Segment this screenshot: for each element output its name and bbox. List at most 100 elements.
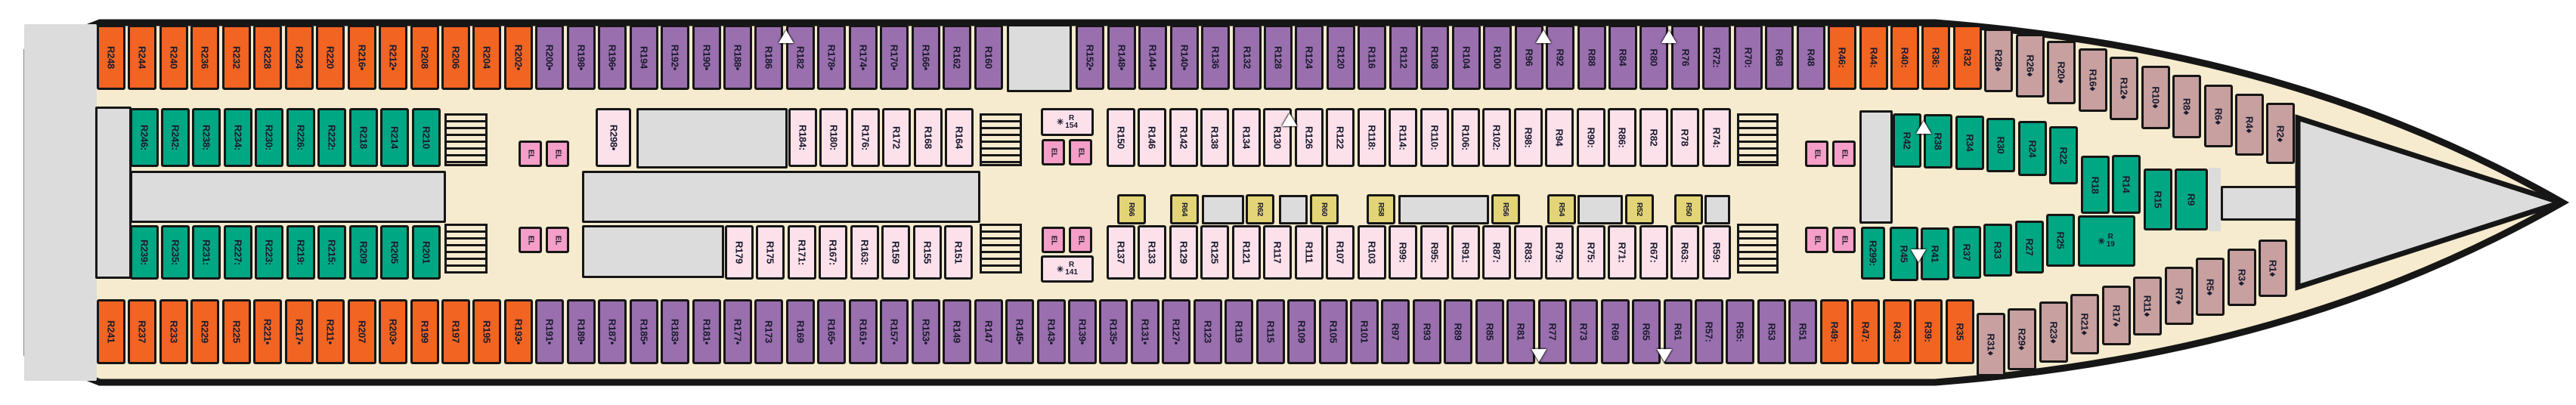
cabin-R18[interactable]: R18 — [2080, 156, 2110, 214]
cabin-R141[interactable]: ✳ R 141 — [1041, 255, 1094, 283]
cabin-R55[interactable]: R55: — [1726, 299, 1755, 364]
cabin-R101[interactable]: R101 — [1350, 299, 1379, 364]
cabin-R189[interactable]: R189• — [566, 299, 596, 364]
cabin-R178[interactable]: R178• — [817, 25, 847, 90]
cabin-R49[interactable]: R49: — [1819, 299, 1849, 364]
cabin-R144[interactable]: R144• — [1138, 25, 1168, 90]
cabin-R114[interactable]: R114: — [1389, 108, 1418, 167]
cabin-R73[interactable]: R73 — [1569, 299, 1599, 364]
cabin-R121[interactable]: R121 — [1231, 225, 1261, 280]
cabin-R135[interactable]: R135• — [1099, 299, 1129, 364]
cabin-R115[interactable]: R115 — [1255, 299, 1285, 364]
cabin-R166[interactable]: R166• — [911, 25, 940, 90]
cabin-R25[interactable]: R25 — [2046, 214, 2076, 267]
cabin-R229[interactable]: R229 — [190, 299, 220, 364]
elevator[interactable]: EL — [1805, 227, 1828, 253]
cabin-R179[interactable]: R179 — [725, 225, 754, 280]
cabin-R51[interactable]: R51 — [1788, 299, 1818, 364]
stairs[interactable] — [1737, 113, 1779, 166]
cabin-R172[interactable]: R172 — [882, 108, 912, 167]
cabin-R80[interactable]: R80 — [1639, 25, 1669, 90]
cabin-R169[interactable]: R169 — [785, 299, 815, 364]
cabin-R9[interactable]: R9 — [2175, 168, 2209, 230]
cabin-R226[interactable]: R226: — [286, 108, 315, 167]
cabin-R152[interactable]: R152• — [1076, 25, 1105, 90]
cabin-R139[interactable]: R139• — [1067, 299, 1097, 364]
cabin-R107[interactable]: R107 — [1326, 225, 1355, 280]
cabin-R56[interactable]: R56 — [1491, 194, 1520, 224]
cabin-R21[interactable]: R21♦ — [2070, 294, 2100, 354]
cabin-R219[interactable]: R219: — [286, 225, 315, 280]
cabin-R209[interactable]: R209 — [348, 225, 378, 280]
cabin-R64[interactable]: R64 — [1170, 194, 1199, 224]
cabin-R183[interactable]: R183• — [661, 299, 690, 364]
cabin-R161[interactable]: R161• — [848, 299, 878, 364]
cabin-R2[interactable]: R2♦ — [2266, 103, 2296, 164]
elevator[interactable]: EL — [1805, 141, 1828, 167]
elevator[interactable]: EL — [1069, 227, 1092, 253]
cabin-R205[interactable]: R205 — [380, 225, 410, 280]
cabin-R195[interactable]: R195 — [472, 299, 502, 364]
stairs[interactable] — [444, 224, 488, 274]
cabin-R36[interactable]: R36: — [1921, 25, 1951, 90]
cabin-R180[interactable]: R180: — [819, 108, 849, 167]
cabin-R14[interactable]: R14 — [2112, 155, 2141, 214]
cabin-R176[interactable]: R176: — [850, 108, 880, 167]
cabin-R84[interactable]: R84 — [1608, 25, 1637, 90]
cabin-R206[interactable]: R206 — [441, 25, 470, 90]
cabin-R227[interactable]: R227: — [223, 225, 252, 280]
cabin-R83[interactable]: R83: — [1513, 225, 1543, 280]
cabin-R171[interactable]: R171: — [787, 225, 816, 280]
cabin-R60[interactable]: R60 — [1310, 194, 1339, 224]
cabin-R119[interactable]: R119 — [1225, 299, 1254, 364]
cabin-R222[interactable]: R222: — [317, 108, 347, 167]
cabin-R66[interactable]: R66 — [1117, 194, 1146, 224]
cabin-R46[interactable]: R46: — [1828, 25, 1857, 90]
elevator[interactable]: EL — [1042, 227, 1065, 253]
cabin-R237[interactable]: R237 — [128, 299, 157, 364]
cabin-R212[interactable]: R212• — [379, 25, 408, 90]
cabin-R58[interactable]: R58 — [1367, 194, 1395, 224]
cabin-R162[interactable]: R162 — [943, 25, 972, 90]
cabin-R131[interactable]: R131• — [1130, 299, 1160, 364]
cabin-R202[interactable]: R202• — [503, 25, 533, 90]
cabin-R299[interactable]: R299: — [1861, 227, 1885, 280]
elevator[interactable]: EL — [519, 227, 542, 253]
cabin-R238[interactable]: R238: — [192, 108, 221, 167]
cabin-R126[interactable]: R126 — [1294, 108, 1324, 167]
cabin-R210[interactable]: R210 — [411, 108, 441, 167]
cabin-R90[interactable]: R90: — [1576, 108, 1605, 167]
cabin-R7[interactable]: R7♦ — [2164, 267, 2194, 325]
cabin-R100[interactable]: R100 — [1483, 25, 1512, 90]
cabin-R28[interactable]: R28♦ — [1984, 29, 2014, 92]
elevator[interactable]: EL — [546, 141, 569, 167]
cabin-R177[interactable]: R177• — [723, 299, 752, 364]
cabin-R199[interactable]: R199 — [410, 299, 439, 364]
elevator[interactable]: EL — [519, 141, 542, 167]
cabin-R75[interactable]: R75: — [1576, 225, 1605, 280]
cabin-R63[interactable]: R63: — [1670, 225, 1700, 280]
cabin-R138[interactable]: R138 — [1200, 108, 1230, 167]
cabin-R218[interactable]: R218 — [348, 108, 378, 167]
cabin-R140[interactable]: R140• — [1169, 25, 1199, 90]
cabin-R37[interactable]: R37 — [1952, 226, 1981, 279]
cabin-R194[interactable]: R194 — [629, 25, 658, 90]
cabin-R170[interactable]: R170• — [880, 25, 909, 90]
elevator[interactable]: EL — [546, 227, 569, 253]
stairs[interactable] — [980, 224, 1022, 274]
cabin-R167[interactable]: R167: — [819, 225, 848, 280]
cabin-R99[interactable]: R99: — [1389, 225, 1418, 280]
cabin-R204[interactable]: R204 — [472, 25, 502, 90]
cabin-R240[interactable]: R240 — [159, 25, 188, 90]
cabin-R234[interactable]: R234: — [223, 108, 252, 167]
cabin-R246[interactable]: R246: — [129, 108, 159, 167]
stairs[interactable] — [444, 113, 488, 166]
cabin-R214[interactable]: R214 — [380, 108, 410, 167]
cabin-R59[interactable]: R59: — [1701, 225, 1731, 280]
cabin-R38[interactable]: R38 — [1924, 114, 1953, 168]
cabin-R116[interactable]: R116 — [1358, 25, 1387, 90]
cabin-R34[interactable]: R34 — [1955, 116, 1984, 170]
cabin-R145[interactable]: R145• — [1005, 299, 1035, 364]
cabin-R74[interactable]: R74: — [1701, 108, 1731, 167]
cabin-R8[interactable]: R8♦ — [2172, 75, 2202, 138]
